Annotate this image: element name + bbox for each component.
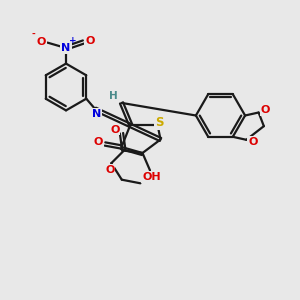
Text: O: O	[37, 37, 46, 47]
Text: +: +	[69, 36, 76, 45]
Text: O: O	[85, 35, 95, 46]
Text: N: N	[61, 43, 70, 53]
Text: O: O	[110, 124, 120, 135]
Text: H: H	[109, 91, 118, 101]
Text: O: O	[260, 105, 270, 115]
Text: O: O	[94, 136, 103, 147]
Text: -: -	[31, 30, 35, 39]
Text: S: S	[155, 116, 164, 129]
Text: N: N	[92, 109, 101, 119]
Text: OH: OH	[142, 172, 161, 182]
Text: O: O	[248, 137, 258, 147]
Text: O: O	[105, 165, 115, 175]
